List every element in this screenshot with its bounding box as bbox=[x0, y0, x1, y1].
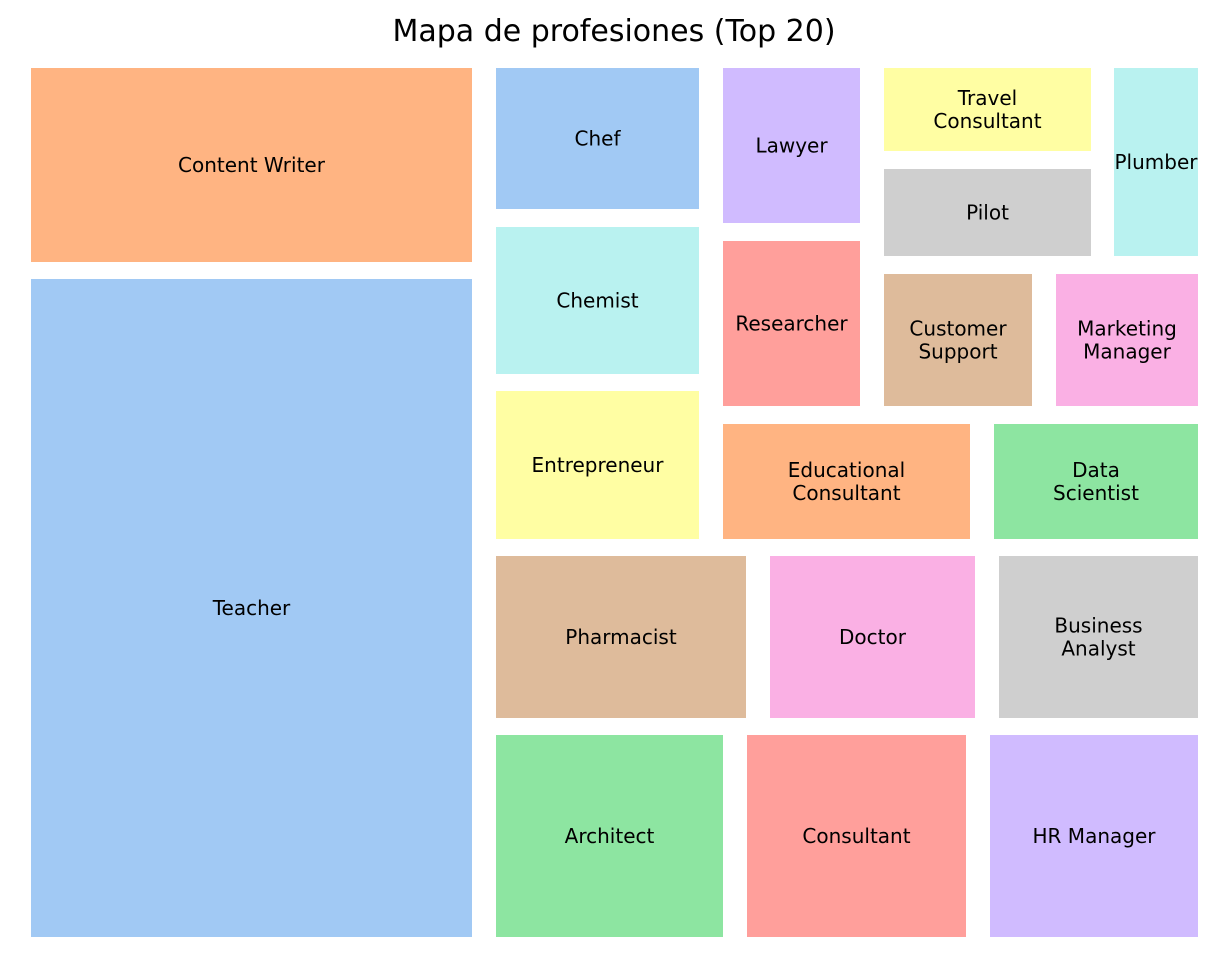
tile-label-data-scientist: Data Scientist bbox=[1053, 458, 1139, 505]
tile-rect-data-scientist bbox=[994, 424, 1198, 539]
tile-label-entrepreneur: Entrepreneur bbox=[532, 453, 665, 477]
tile-travel-consultant: Travel Consultant bbox=[884, 68, 1091, 151]
tile-chemist: Chemist bbox=[496, 227, 699, 374]
tile-label-plumber: Plumber bbox=[1115, 150, 1199, 174]
tile-label-pilot: Pilot bbox=[966, 201, 1009, 225]
tile-plumber: Plumber bbox=[1114, 68, 1198, 256]
tile-pharmacist: Pharmacist bbox=[496, 556, 746, 718]
tile-label-customer-support: Customer Support bbox=[909, 317, 1007, 364]
tile-rect-chemist bbox=[496, 227, 699, 374]
tile-rect-business-analyst bbox=[999, 556, 1198, 718]
tile-label-chef: Chef bbox=[575, 127, 622, 151]
tile-label-hr-manager: HR Manager bbox=[1033, 824, 1157, 848]
tile-marketing-manager: Marketing Manager bbox=[1056, 274, 1198, 406]
tile-rect-teacher bbox=[31, 279, 472, 937]
chart-title: Mapa de profesiones (Top 20) bbox=[392, 14, 836, 49]
tile-consultant: Consultant bbox=[747, 735, 966, 937]
tile-rect-researcher bbox=[723, 241, 860, 406]
tile-architect: Architect bbox=[496, 735, 723, 937]
tile-researcher: Researcher bbox=[723, 241, 860, 406]
tile-entrepreneur: Entrepreneur bbox=[496, 391, 699, 539]
tile-label-business-analyst: Business Analyst bbox=[1054, 614, 1142, 661]
tile-label-pharmacist: Pharmacist bbox=[565, 625, 677, 649]
tile-label-lawyer: Lawyer bbox=[755, 134, 828, 158]
tile-educational-consultant: Educational Consultant bbox=[723, 424, 970, 539]
tile-label-consultant: Consultant bbox=[802, 824, 910, 848]
tile-label-travel-consultant: Travel Consultant bbox=[933, 86, 1041, 133]
tile-business-analyst: Business Analyst bbox=[999, 556, 1198, 718]
tile-rect-entrepreneur bbox=[496, 391, 699, 539]
tile-rect-plumber bbox=[1114, 68, 1198, 256]
tile-lawyer: Lawyer bbox=[723, 68, 860, 223]
tile-label-marketing-manager: Marketing Manager bbox=[1077, 317, 1177, 364]
tile-rect-travel-consultant bbox=[884, 68, 1091, 151]
tile-hr-manager: HR Manager bbox=[990, 735, 1198, 937]
tile-label-researcher: Researcher bbox=[735, 312, 848, 336]
tile-rect-pilot bbox=[884, 169, 1091, 256]
tile-rect-pharmacist bbox=[496, 556, 746, 718]
tile-teacher: Teacher bbox=[31, 279, 472, 937]
tile-label-content-writer: Content Writer bbox=[178, 153, 326, 177]
tile-rect-content-writer bbox=[31, 68, 472, 262]
tile-doctor: Doctor bbox=[770, 556, 975, 718]
tile-customer-support: Customer Support bbox=[884, 274, 1032, 406]
tile-rect-hr-manager bbox=[990, 735, 1198, 937]
tile-rect-lawyer bbox=[723, 68, 860, 223]
tile-rect-architect bbox=[496, 735, 723, 937]
tile-rect-marketing-manager bbox=[1056, 274, 1198, 406]
tile-rect-doctor bbox=[770, 556, 975, 718]
tile-chef: Chef bbox=[496, 68, 699, 209]
tile-data-scientist: Data Scientist bbox=[994, 424, 1198, 539]
tile-rect-chef bbox=[496, 68, 699, 209]
tile-rect-consultant bbox=[747, 735, 966, 937]
tile-label-chemist: Chemist bbox=[556, 289, 638, 313]
tile-rect-customer-support bbox=[884, 274, 1032, 406]
tile-rect-educational-consultant bbox=[723, 424, 970, 539]
tile-pilot: Pilot bbox=[884, 169, 1091, 256]
tile-label-educational-consultant: Educational Consultant bbox=[788, 458, 905, 505]
tile-label-architect: Architect bbox=[565, 824, 655, 848]
tile-label-doctor: Doctor bbox=[839, 625, 907, 649]
tile-content-writer: Content Writer bbox=[31, 68, 472, 262]
tile-label-teacher: Teacher bbox=[212, 596, 291, 620]
